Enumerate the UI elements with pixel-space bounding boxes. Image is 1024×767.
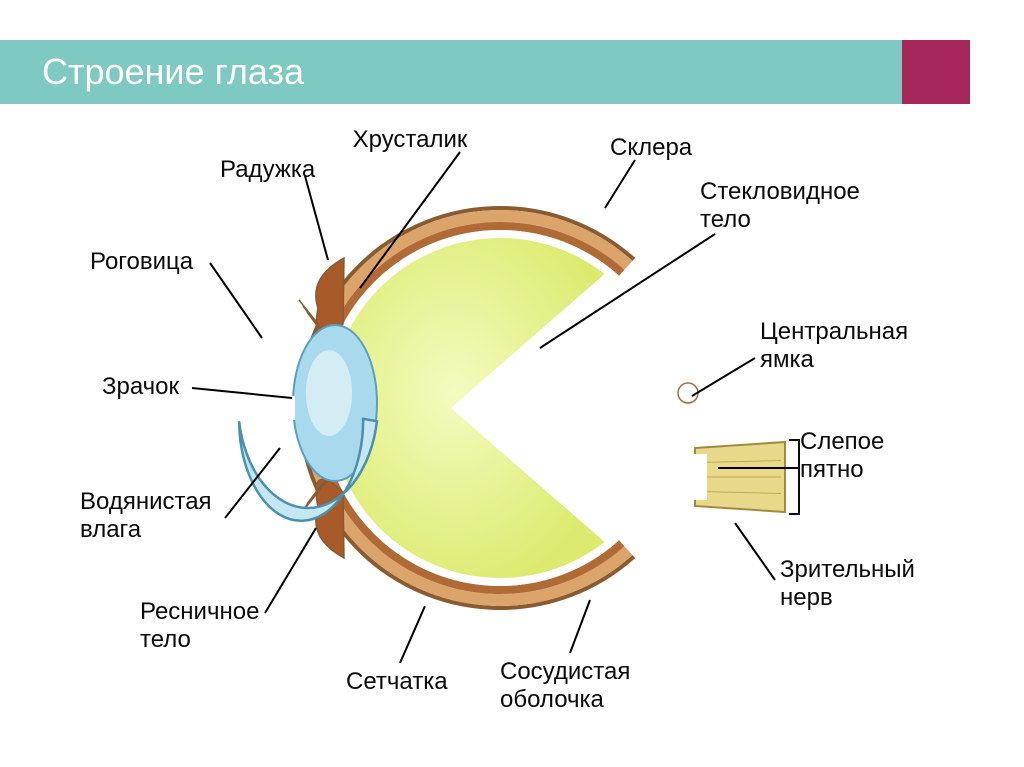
label-iris: Радужка [220,156,315,184]
title-text: Строение глаза [0,40,902,104]
label-choroid: Сосудистая оболочка [500,658,630,714]
label-optic-nerve: Зрительный нерв [780,556,915,612]
label-lens: Хрусталик [353,126,468,154]
label-cornea: Роговица [90,248,193,276]
label-pupil: Зрачок [102,373,179,401]
label-fovea: Центральная ямка [760,318,908,374]
label-aqueous: Водянистая влага [80,488,212,544]
label-sclera: Склера [610,134,692,162]
label-retina: Сетчатка [346,668,448,696]
label-vitreous: Стекловидное тело [700,178,860,234]
title-banner: Строение глаза [0,40,970,104]
title-accent [902,40,970,104]
label-ciliary: Ресничное тело [140,598,259,654]
eye-diagram: Хрусталик Склера Радужка Стекловидное те… [80,118,960,758]
label-blind-spot: Слепое пятно [800,428,884,484]
